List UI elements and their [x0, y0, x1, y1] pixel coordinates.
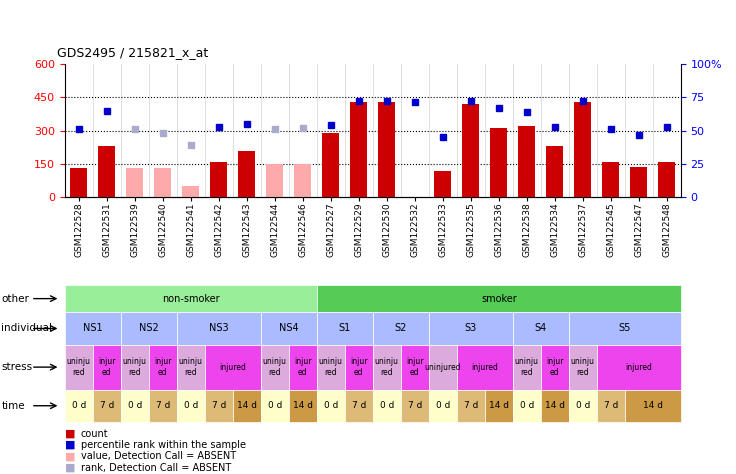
Bar [518, 126, 535, 197]
Text: time: time [1, 401, 25, 411]
Text: injur
ed: injur ed [98, 357, 116, 377]
Text: ■: ■ [65, 440, 75, 450]
Bar [574, 102, 591, 197]
Text: S5: S5 [619, 323, 631, 334]
Text: 7 d: 7 d [352, 401, 366, 410]
Bar [155, 168, 171, 197]
Text: 7 d: 7 d [604, 401, 618, 410]
Bar [183, 186, 199, 197]
Text: 0 d: 0 d [268, 401, 282, 410]
Bar [378, 102, 395, 197]
Bar [462, 104, 479, 197]
Text: count: count [81, 428, 109, 439]
Text: GDS2495 / 215821_x_at: GDS2495 / 215821_x_at [57, 46, 209, 59]
Text: ■: ■ [65, 451, 75, 462]
Text: injured: injured [626, 363, 652, 372]
Text: uninju
red: uninju red [123, 357, 146, 377]
Text: non-smoker: non-smoker [162, 293, 219, 304]
Text: injur
ed: injur ed [350, 357, 367, 377]
Text: uninju
red: uninju red [319, 357, 343, 377]
Text: 0 d: 0 d [127, 401, 142, 410]
Text: NS1: NS1 [83, 323, 102, 334]
Text: injured: injured [219, 363, 247, 372]
Text: uninju
red: uninju red [375, 357, 399, 377]
Bar [210, 162, 227, 197]
Text: 0 d: 0 d [380, 401, 394, 410]
Text: stress: stress [1, 362, 32, 372]
Text: uninju
red: uninju red [263, 357, 287, 377]
Bar [490, 128, 507, 197]
Text: injur
ed: injur ed [294, 357, 311, 377]
Text: S2: S2 [394, 323, 407, 334]
Bar [127, 168, 144, 197]
Text: uninju
red: uninju red [67, 357, 91, 377]
Text: NS4: NS4 [279, 323, 299, 334]
Text: rank, Detection Call = ABSENT: rank, Detection Call = ABSENT [81, 463, 231, 473]
Text: NS2: NS2 [139, 323, 159, 334]
Text: 0 d: 0 d [324, 401, 338, 410]
Text: uninju
red: uninju red [179, 357, 203, 377]
Text: 0 d: 0 d [71, 401, 86, 410]
Bar [602, 162, 619, 197]
Bar [71, 168, 87, 197]
Text: 0 d: 0 d [520, 401, 534, 410]
Bar [99, 146, 115, 197]
Text: uninjured: uninjured [425, 363, 461, 372]
Bar [631, 167, 647, 197]
Text: other: other [1, 293, 29, 304]
Text: 7 d: 7 d [464, 401, 478, 410]
Bar [659, 162, 675, 197]
Text: 14 d: 14 d [293, 401, 313, 410]
Text: S4: S4 [534, 323, 547, 334]
Text: 14 d: 14 d [643, 401, 663, 410]
Text: percentile rank within the sample: percentile rank within the sample [81, 440, 246, 450]
Text: 0 d: 0 d [436, 401, 450, 410]
Text: injur
ed: injur ed [406, 357, 423, 377]
Bar [266, 164, 283, 197]
Text: 14 d: 14 d [237, 401, 257, 410]
Text: NS3: NS3 [209, 323, 229, 334]
Text: injur
ed: injur ed [546, 357, 564, 377]
Bar [322, 133, 339, 197]
Text: 0 d: 0 d [576, 401, 590, 410]
Text: 7 d: 7 d [155, 401, 170, 410]
Bar [350, 102, 367, 197]
Bar [294, 164, 311, 197]
Bar [238, 151, 255, 197]
Text: individual: individual [1, 323, 52, 334]
Text: 0 d: 0 d [183, 401, 198, 410]
Text: ■: ■ [65, 463, 75, 473]
Text: uninju
red: uninju red [514, 357, 539, 377]
Text: injured: injured [471, 363, 498, 372]
Text: 14 d: 14 d [489, 401, 509, 410]
Text: 7 d: 7 d [211, 401, 226, 410]
Text: injur
ed: injur ed [154, 357, 171, 377]
Text: 7 d: 7 d [408, 401, 422, 410]
Text: value, Detection Call = ABSENT: value, Detection Call = ABSENT [81, 451, 236, 462]
Text: ■: ■ [65, 428, 75, 439]
Text: smoker: smoker [481, 293, 517, 304]
Bar [434, 171, 451, 197]
Text: S1: S1 [339, 323, 351, 334]
Text: uninju
red: uninju red [571, 357, 595, 377]
Text: 14 d: 14 d [545, 401, 565, 410]
Text: S3: S3 [464, 323, 477, 334]
Bar [546, 146, 563, 197]
Text: 7 d: 7 d [99, 401, 114, 410]
